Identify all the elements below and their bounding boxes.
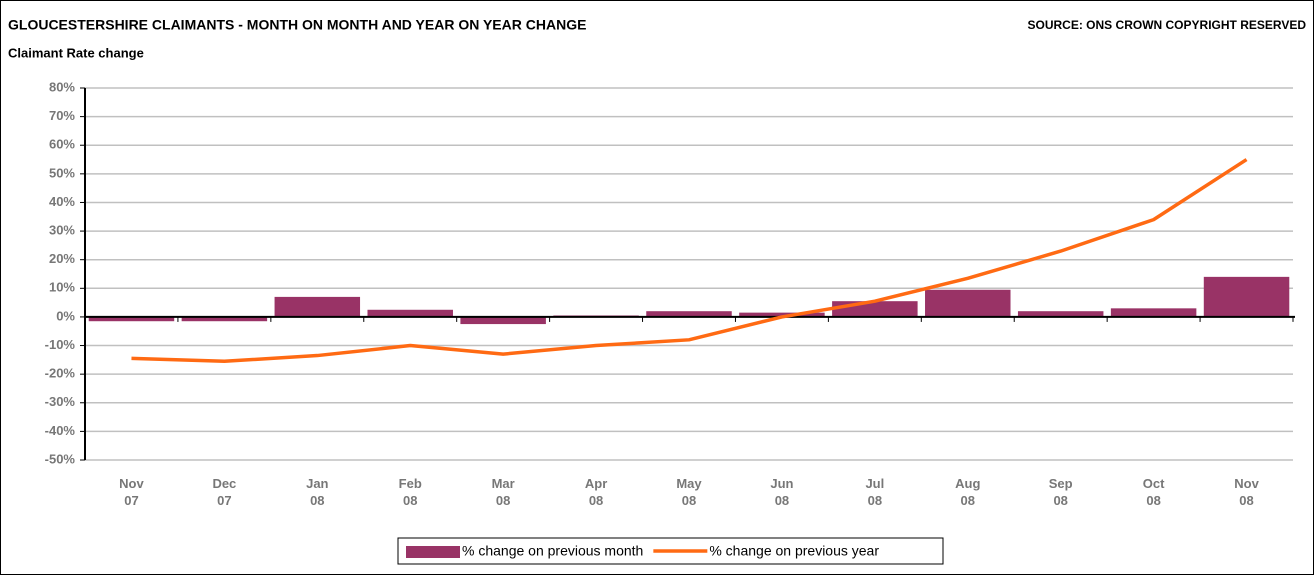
y-tick-label: -40% [45,423,76,438]
legend-swatch [406,546,460,558]
bar [1017,311,1104,317]
x-tick-label: Feb 08 [398,476,422,508]
y-tick-label: 20% [49,251,75,266]
bar [1203,276,1290,317]
y-tick-label: 70% [49,108,75,123]
bar [367,309,453,317]
x-tick-label: Nov 07 [119,476,144,508]
x-tick-label: Jan 08 [306,476,329,508]
subtitle: Claimant Rate change [8,45,144,60]
bar [739,312,825,317]
bar [1110,308,1197,317]
y-tick-label: -30% [45,394,76,409]
line-series [131,158,1248,364]
bar [460,316,546,325]
bar [832,301,918,317]
y-tick-label: 0% [56,308,75,323]
y-tick-label: 50% [49,165,75,180]
chart-title: GLOUCESTERSHIRE CLAIMANTS - MONTH ON MON… [8,17,586,33]
bar [274,296,361,317]
x-tick-label: May 08 [676,476,702,508]
y-tick-label: 10% [49,280,75,295]
y-tick-label: -20% [45,366,76,381]
legend-label: % change on previous year [709,543,879,559]
bar [88,316,175,322]
bar [181,316,268,322]
source: SOURCE: ONS CROWN COPYRIGHT RESERVED [1028,18,1307,32]
x-tick-label: Jun 08 [770,476,794,508]
y-tick-label: -10% [45,337,76,352]
y-tick-label: 30% [49,223,75,238]
y-tick-label: -50% [45,451,76,466]
x-tick-label: Oct 08 [1142,476,1165,508]
x-tick-label: Apr 08 [584,476,608,508]
x-tick-label: Nov 08 [1234,476,1259,508]
x-tick-label: Sep 08 [1048,476,1073,508]
x-tick-label: Mar 08 [491,476,515,508]
bar [925,289,1011,317]
x-tick-label: Jul 08 [865,476,885,508]
x-tick-label: Dec 07 [212,476,237,508]
y-tick-label: 80% [49,79,75,94]
y-tick-label: 40% [49,194,75,209]
x-tick-label: Aug 08 [955,476,981,508]
bar [646,311,732,317]
legend-label: % change on previous month [462,543,643,559]
y-tick-label: 60% [49,137,75,152]
